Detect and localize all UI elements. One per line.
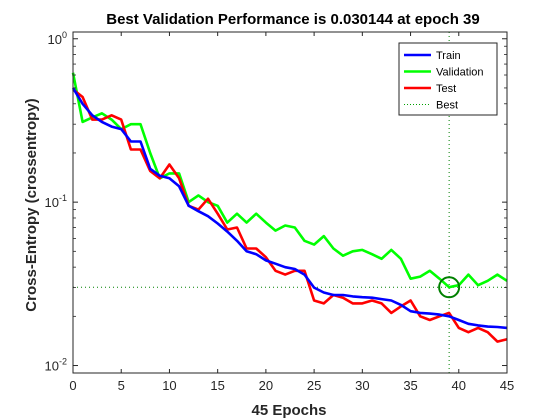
x-tick-label: 15 <box>210 378 224 393</box>
x-tick-label: 10 <box>162 378 176 393</box>
x-tick-label: 25 <box>307 378 321 393</box>
series-line-test <box>72 88 508 343</box>
y-tick-exponent: -1 <box>59 193 67 203</box>
series-line-train <box>71 87 508 330</box>
legend-label: Train <box>436 50 461 62</box>
x-tick-label: 5 <box>118 378 125 393</box>
series-line-validation <box>71 72 508 289</box>
x-axis-label: 45 Epochs <box>251 402 326 419</box>
y-tick-base: 10 <box>45 359 59 374</box>
legend: Train Validation Test Best <box>398 42 498 116</box>
x-tick-label: 40 <box>452 378 466 393</box>
chart-title: Best Validation Performance is 0.030144 … <box>106 11 480 28</box>
legend-label: Best <box>436 100 458 112</box>
y-tick-label: 10-1 <box>45 193 67 210</box>
x-tick-label: 45 <box>500 378 514 393</box>
y-tick-base: 10 <box>45 195 59 210</box>
y-tick-exponent: 0 <box>62 30 67 40</box>
y-tick-base: 10 <box>48 32 62 47</box>
y-tick-label: 100 <box>48 30 67 47</box>
best-point-circle <box>438 276 461 299</box>
y-tick-exponent: -2 <box>59 357 67 367</box>
y-axis-label: Cross-Entropy (crossentropy) <box>23 98 40 311</box>
legend-label: Validation <box>436 67 484 79</box>
x-axis-ticks: 0 5 10 15 20 25 30 35 40 45 <box>69 32 514 393</box>
x-tick-label: 30 <box>355 378 369 393</box>
best-circle-group <box>438 276 461 299</box>
y-tick-label: 10-2 <box>45 357 67 374</box>
legend-label: Test <box>436 83 456 95</box>
x-tick-label: 35 <box>403 378 417 393</box>
series-lines <box>71 72 508 343</box>
x-tick-label: 0 <box>69 378 76 393</box>
x-tick-label: 20 <box>259 378 273 393</box>
